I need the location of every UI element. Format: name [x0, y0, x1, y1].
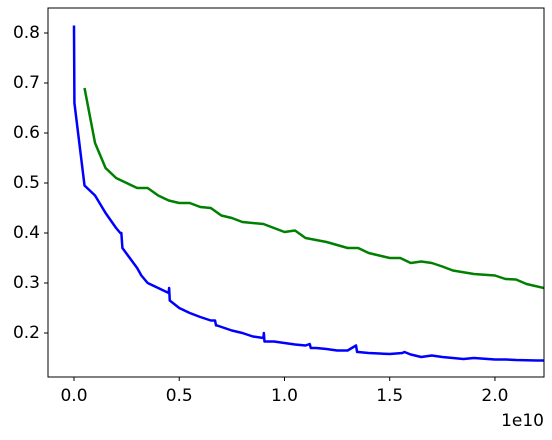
line-series [72, 25, 544, 362]
x-tick-label: 0.5 [166, 386, 193, 406]
y-tick-label: 0.8 [13, 23, 40, 43]
x-offset-label: 1e10 [501, 411, 544, 431]
y-tick-label: 0.4 [13, 223, 40, 243]
x-tick-label: 1.5 [376, 386, 403, 406]
y-tick-label: 0.6 [13, 123, 40, 143]
y-tick-label: 0.7 [13, 73, 40, 93]
x-tick-label: 1.0 [271, 386, 298, 406]
x-tick-label: 0.0 [60, 386, 87, 406]
y-tick-label: 0.3 [13, 273, 40, 293]
line-series [83, 87, 544, 290]
y-tick-label: 0.2 [13, 323, 40, 343]
y-tick-label: 0.5 [13, 173, 40, 193]
x-tick-label: 2.0 [481, 386, 508, 406]
plot-frame [47, 7, 545, 378]
